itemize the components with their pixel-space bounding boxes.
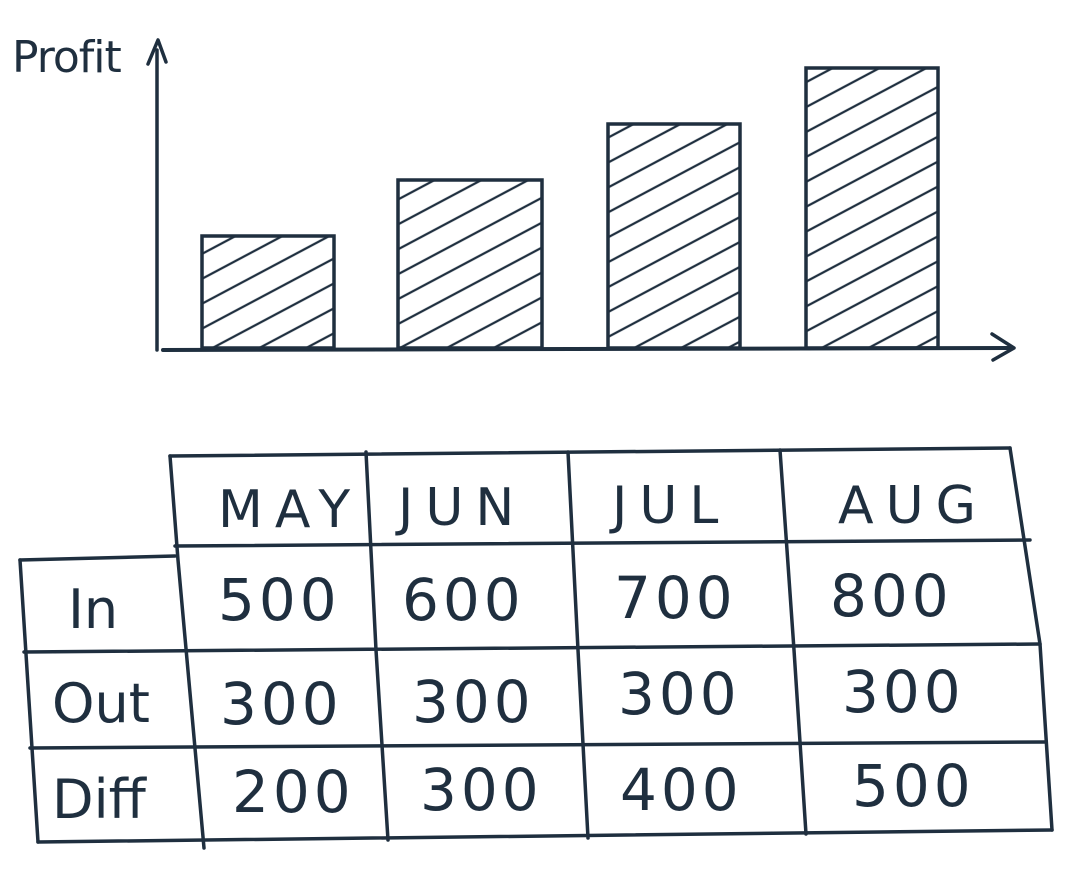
cell-in-may: 500 <box>218 566 341 634</box>
table-header-jul: JUL <box>609 476 730 536</box>
bar-jun <box>396 178 544 350</box>
row-label-diff: Diff <box>52 768 148 831</box>
y-axis-arrow <box>146 38 168 66</box>
table-col1-line <box>364 450 390 842</box>
cell-out-jul: 300 <box>618 660 741 728</box>
bar-group <box>200 66 940 350</box>
table-header-aug: AUG <box>838 476 988 536</box>
cell-in-jun: 600 <box>402 566 525 634</box>
data-table-grid <box>18 446 1054 850</box>
table-left-line <box>18 558 40 844</box>
table-col3-line <box>778 448 808 836</box>
cell-out-jun: 300 <box>412 668 535 736</box>
table-header-may: MAY <box>218 480 362 540</box>
table-row-diff: 200 300 400 500 <box>232 752 975 826</box>
cell-out-may: 300 <box>220 670 343 738</box>
table-row-in: 500 600 700 800 <box>218 562 953 634</box>
cell-diff-may: 200 <box>232 758 355 826</box>
row-label-in: In <box>68 578 118 641</box>
table-label-col-line <box>168 454 206 850</box>
table-right-line <box>1008 446 1054 832</box>
row-label-out: Out <box>52 672 150 735</box>
table-header-row: MAY JUN JUL AUG <box>218 476 988 540</box>
cell-out-aug: 300 <box>842 658 965 726</box>
cell-diff-aug: 500 <box>852 752 975 820</box>
bar-may <box>200 234 336 350</box>
table-col2-line <box>566 450 590 840</box>
table-header-jun: JUN <box>395 478 526 538</box>
cell-diff-jun: 300 <box>420 756 543 824</box>
table-row-out: 300 300 300 300 <box>220 658 965 738</box>
table-top-line <box>168 446 1012 458</box>
table-bottom-line <box>36 828 1054 844</box>
cell-in-aug: 800 <box>830 562 953 630</box>
x-axis-arrow <box>990 332 1016 362</box>
bar-aug <box>804 66 940 350</box>
y-axis-label: Profit <box>12 32 122 83</box>
cell-diff-jul: 400 <box>620 756 743 824</box>
table-row2-bottom-line <box>28 740 1048 750</box>
cell-in-jul: 700 <box>614 564 737 632</box>
table-header-bottom-line <box>173 538 1032 548</box>
table-row1-bottom-line <box>22 642 1042 654</box>
bar-jul <box>606 122 742 350</box>
table-row-label-top-line <box>18 554 177 562</box>
table-row-labels: In Out Diff <box>52 578 150 831</box>
